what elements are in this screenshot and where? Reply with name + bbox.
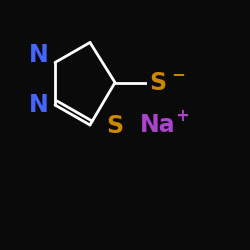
Text: N: N — [29, 93, 49, 117]
Text: Na: Na — [140, 113, 175, 137]
Text: N: N — [29, 43, 49, 67]
Text: S: S — [106, 114, 124, 138]
Text: −: − — [171, 65, 185, 83]
Text: +: + — [175, 107, 189, 125]
Text: S: S — [149, 70, 166, 94]
